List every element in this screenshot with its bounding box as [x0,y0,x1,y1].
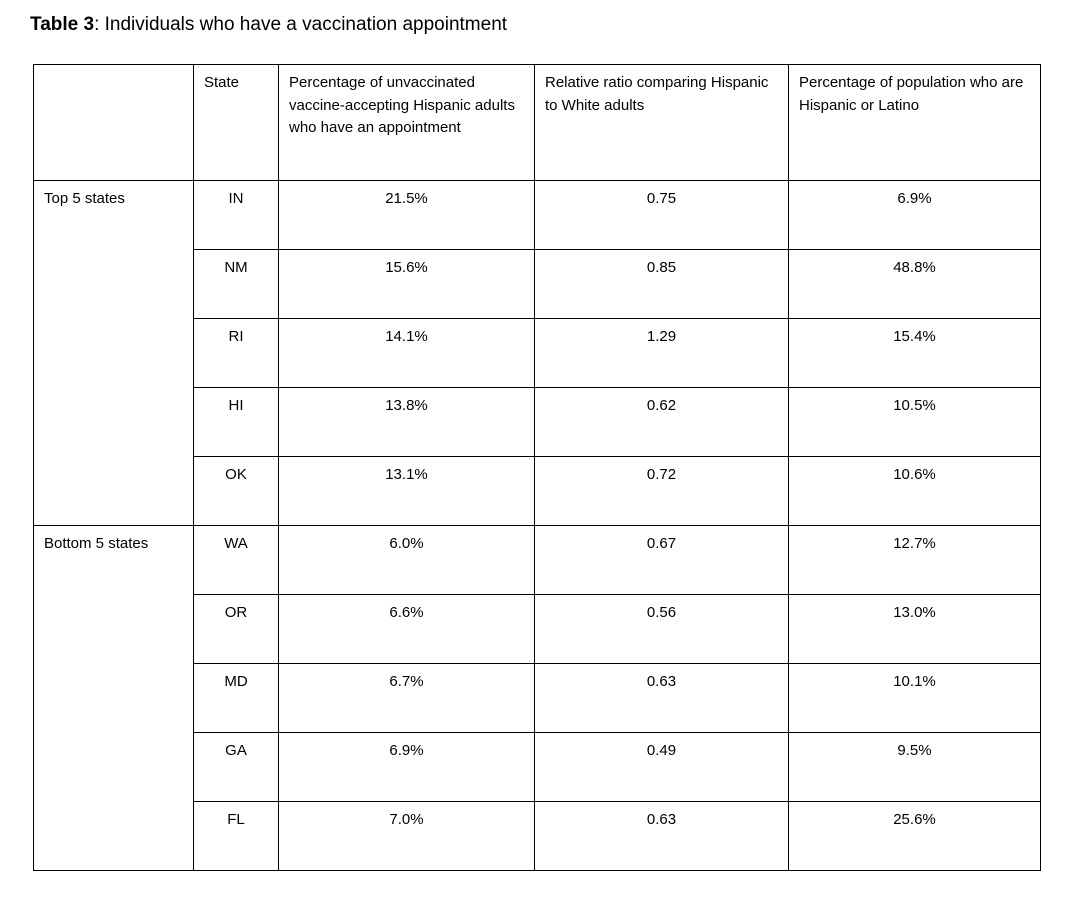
header-state: State [193,64,279,181]
table-row: MD 6.7% 0.63 10.1% [34,663,1041,733]
relative-ratio-cell: 0.56 [534,594,789,664]
state-cell: NM [193,249,279,319]
table-row: OR 6.6% 0.56 13.0% [34,594,1041,664]
relative-ratio-cell: 0.72 [534,456,789,526]
group-label-top5: Top 5 states [33,180,194,526]
table-row: FL 7.0% 0.63 25.6% [34,801,1041,871]
header-pct-appointment: Percentage of unvaccinated vaccine-accep… [278,64,535,181]
pct-appointment-cell: 13.1% [278,456,535,526]
state-cell: GA [193,732,279,802]
table-title-label: Table 3 [30,14,95,35]
state-cell: HI [193,387,279,457]
state-cell: OR [193,594,279,664]
header-empty-cell [33,64,194,181]
relative-ratio-cell: 0.75 [534,180,789,250]
header-pct-population: Percentage of population who are Hispani… [788,64,1041,181]
relative-ratio-cell: 0.49 [534,732,789,802]
pct-appointment-cell: 15.6% [278,249,535,319]
pct-appointment-cell: 6.9% [278,732,535,802]
pct-population-cell: 10.5% [788,387,1041,457]
pct-population-cell: 15.4% [788,318,1041,388]
group-label-bottom5: Bottom 5 states [33,525,194,871]
vaccination-appointment-table: State Percentage of unvaccinated vaccine… [33,64,1041,871]
pct-population-cell: 13.0% [788,594,1041,664]
pct-appointment-cell: 6.6% [278,594,535,664]
table-title: Table 3: Individuals who have a vaccinat… [30,14,507,36]
pct-population-cell: 12.7% [788,525,1041,595]
pct-appointment-cell: 7.0% [278,801,535,871]
table-row: HI 13.8% 0.62 10.5% [34,387,1041,457]
pct-population-cell: 9.5% [788,732,1041,802]
pct-appointment-cell: 21.5% [278,180,535,250]
table-title-text: : Individuals who have a vaccination app… [94,14,508,35]
table-row: Bottom 5 states WA 6.0% 0.67 12.7% [33,525,1041,871]
pct-population-cell: 48.8% [788,249,1041,319]
table-row: GA 6.9% 0.49 9.5% [34,732,1041,802]
pct-population-cell: 10.6% [788,456,1041,526]
header-relative-ratio: Relative ratio comparing Hispanic to Whi… [534,64,789,181]
pct-population-cell: 6.9% [788,180,1041,250]
table-row: NM 15.6% 0.85 48.8% [34,249,1041,319]
relative-ratio-cell: 0.63 [534,663,789,733]
pct-population-cell: 10.1% [788,663,1041,733]
relative-ratio-cell: 0.63 [534,801,789,871]
relative-ratio-cell: 1.29 [534,318,789,388]
table-row: OK 13.1% 0.72 10.6% [34,456,1041,526]
pct-appointment-cell: 6.7% [278,663,535,733]
pct-appointment-cell: 6.0% [278,525,535,595]
pct-population-cell: 25.6% [788,801,1041,871]
relative-ratio-cell: 0.85 [534,249,789,319]
table-row: Top 5 states IN 21.5% 0.75 6.9% [33,180,1041,526]
state-cell: RI [193,318,279,388]
pct-appointment-cell: 13.8% [278,387,535,457]
table-row: RI 14.1% 1.29 15.4% [34,318,1041,388]
state-cell: FL [193,801,279,871]
header-row: State Percentage of unvaccinated vaccine… [33,64,1041,181]
relative-ratio-cell: 0.62 [534,387,789,457]
state-cell: OK [193,456,279,526]
state-cell: WA [193,525,279,595]
state-cell: IN [193,180,279,250]
relative-ratio-cell: 0.67 [534,525,789,595]
state-cell: MD [193,663,279,733]
pct-appointment-cell: 14.1% [278,318,535,388]
